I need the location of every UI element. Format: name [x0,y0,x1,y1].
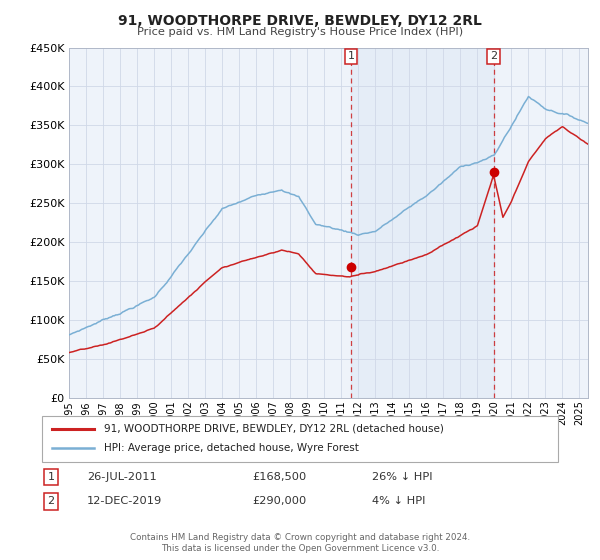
Text: Price paid vs. HM Land Registry's House Price Index (HPI): Price paid vs. HM Land Registry's House … [137,27,463,37]
Bar [351,48,494,398]
Text: 2: 2 [490,52,497,62]
Text: This data is licensed under the Open Government Licence v3.0.: This data is licensed under the Open Gov… [161,544,439,553]
Text: HPI: Average price, detached house, Wyre Forest: HPI: Average price, detached house, Wyre… [104,443,359,453]
Text: 91, WOODTHORPE DRIVE, BEWDLEY, DY12 2RL (detached house): 91, WOODTHORPE DRIVE, BEWDLEY, DY12 2RL … [104,424,444,434]
Text: 91, WOODTHORPE DRIVE, BEWDLEY, DY12 2RL: 91, WOODTHORPE DRIVE, BEWDLEY, DY12 2RL [118,14,482,28]
Text: 26-JUL-2011: 26-JUL-2011 [87,472,157,482]
Text: 26% ↓ HPI: 26% ↓ HPI [372,472,433,482]
Text: 1: 1 [347,52,355,62]
Text: £290,000: £290,000 [252,496,306,506]
FancyBboxPatch shape [42,416,558,462]
Text: £168,500: £168,500 [252,472,306,482]
Text: 1: 1 [47,472,55,482]
Text: 12-DEC-2019: 12-DEC-2019 [87,496,162,506]
Text: 2: 2 [47,496,55,506]
Text: 4% ↓ HPI: 4% ↓ HPI [372,496,425,506]
Text: Contains HM Land Registry data © Crown copyright and database right 2024.: Contains HM Land Registry data © Crown c… [130,533,470,542]
